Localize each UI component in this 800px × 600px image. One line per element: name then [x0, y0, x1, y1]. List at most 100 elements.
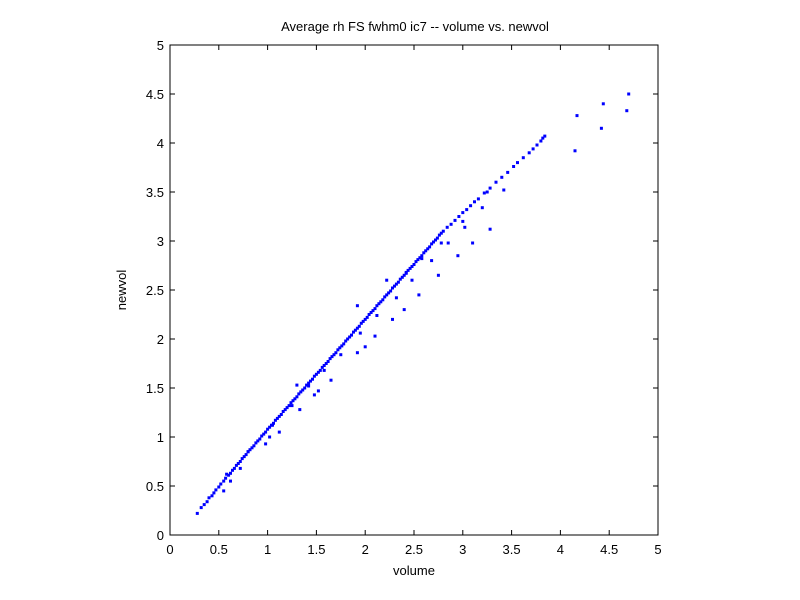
- scatter-point: [410, 265, 414, 268]
- x-tick-label: 3.5: [503, 542, 521, 557]
- scatter-point: [435, 236, 439, 240]
- scatter-point: [227, 473, 231, 477]
- x-axis-label: volume: [393, 563, 435, 578]
- scatter-point: [322, 368, 326, 372]
- scatter-point: [404, 270, 408, 274]
- scatter-point: [476, 197, 480, 201]
- scatter-point: [445, 225, 449, 229]
- scatter-point: [271, 423, 274, 427]
- scatter-point: [432, 240, 435, 244]
- y-tick-label: 3: [157, 234, 164, 249]
- scatter-point: [406, 268, 410, 272]
- scatter-point: [379, 300, 383, 304]
- scatter-point: [543, 134, 547, 138]
- scatter-point: [408, 266, 412, 270]
- x-tick-label: 4: [557, 542, 564, 557]
- scatter-point: [369, 311, 373, 314]
- scatter-point: [625, 109, 629, 113]
- scatter-point: [394, 296, 398, 300]
- x-tick-label: 1: [264, 542, 271, 557]
- scatter-point: [244, 453, 248, 457]
- scatter-point: [377, 302, 381, 306]
- scatter-point: [355, 304, 359, 308]
- scatter-point: [488, 227, 492, 231]
- scatter-point: [234, 463, 238, 467]
- scatter-point: [281, 410, 285, 413]
- scatter-point: [330, 355, 334, 359]
- scatter-point: [238, 466, 242, 470]
- scatter-point: [299, 390, 303, 394]
- scatter-point: [229, 471, 232, 475]
- scatter-point: [195, 511, 199, 515]
- scatter-point: [535, 143, 539, 147]
- scatter-point: [402, 273, 406, 277]
- scatter-point: [219, 482, 223, 486]
- y-tick-label: 1.5: [146, 381, 164, 396]
- scatter-point: [473, 200, 476, 204]
- scatter-point: [357, 324, 361, 328]
- scatter-point: [312, 393, 316, 397]
- scatter-point: [352, 330, 355, 334]
- x-tick-label: 2.5: [405, 542, 423, 557]
- scatter-point: [391, 317, 394, 321]
- scatter-point: [426, 247, 430, 251]
- scatter-point: [222, 489, 226, 493]
- scatter-point: [471, 241, 475, 245]
- scatter-point: [324, 362, 328, 365]
- y-tick-label: 0.5: [146, 479, 164, 494]
- scatter-point: [367, 313, 371, 316]
- scatter-point: [393, 284, 396, 288]
- y-tick-label: 1: [157, 430, 164, 445]
- scatter-point: [252, 444, 256, 448]
- scatter-point: [295, 383, 299, 387]
- scatter-point: [307, 384, 311, 388]
- scatter-point: [329, 378, 333, 382]
- scatter-point: [298, 408, 302, 412]
- scatter-point: [277, 430, 281, 434]
- scatter-point: [232, 466, 236, 470]
- scatter-point: [229, 479, 232, 483]
- scatter-point: [414, 260, 418, 264]
- y-tick-label: 4: [157, 136, 164, 151]
- scatter-point: [420, 257, 424, 261]
- scatter-point: [430, 259, 434, 263]
- scatter-point: [453, 218, 457, 222]
- scatter-point: [224, 476, 228, 480]
- scatter-point: [381, 298, 385, 302]
- scatter-point: [266, 427, 270, 431]
- scatter-point: [424, 249, 428, 253]
- scatter-point: [385, 278, 389, 282]
- y-tick-label: 2: [157, 332, 164, 347]
- y-axis-label: newvol: [114, 270, 129, 311]
- scatter-point: [290, 404, 294, 408]
- chart-title: Average rh FS fwhm0 ic7 -- volume vs. ne…: [281, 19, 549, 34]
- scatter-point: [339, 353, 343, 357]
- scatter-point: [375, 304, 379, 308]
- scatter-point: [512, 165, 516, 168]
- scatter-point: [238, 460, 242, 463]
- x-tick-label: 0.5: [210, 542, 228, 557]
- scatter-point: [348, 335, 352, 339]
- scatter-point: [485, 190, 489, 194]
- scatter-point: [373, 334, 377, 338]
- scatter-point: [527, 151, 531, 155]
- scatter-point: [436, 273, 440, 277]
- scatter-point: [312, 374, 316, 378]
- y-tick-label: 0: [157, 528, 164, 543]
- scatter-point: [318, 368, 322, 372]
- scatter-point: [385, 293, 389, 297]
- scatter-point: [480, 206, 484, 210]
- scatter-point: [344, 339, 348, 343]
- scatter-point: [363, 345, 367, 349]
- scatter-point: [601, 102, 605, 106]
- data-points: [195, 92, 631, 515]
- scatter-point: [256, 439, 260, 443]
- scatter-point: [422, 251, 426, 255]
- scatter-point: [217, 485, 221, 489]
- scatter-point: [210, 494, 214, 498]
- scatter-point: [289, 401, 293, 405]
- scatter-point: [248, 448, 252, 452]
- scatter-point: [373, 307, 377, 311]
